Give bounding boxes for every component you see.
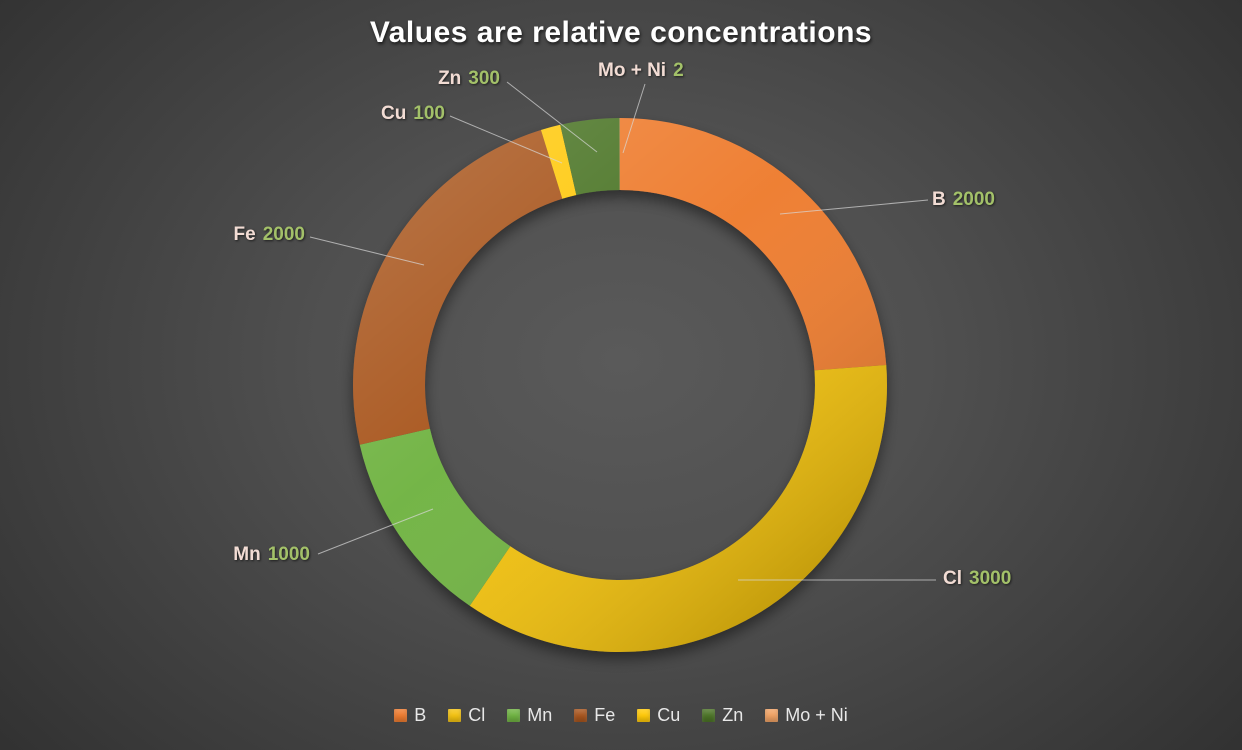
donut-slice-cl[interactable]: [469, 364, 888, 653]
data-label-value: 3000: [969, 568, 1012, 589]
data-label-cu: Cu 100: [381, 103, 445, 125]
data-label-value: 1000: [267, 544, 310, 565]
data-label-b: B 2000: [932, 189, 995, 211]
data-label-category: Fe: [233, 224, 256, 245]
data-label-category: Mo + Ni: [598, 60, 667, 81]
legend-swatch: [507, 709, 521, 722]
data-label-category: Cu: [380, 103, 407, 124]
leader-line-mo-ni: [622, 83, 646, 154]
legend-label: Mn: [527, 705, 553, 725]
leader-line-fe: [309, 236, 425, 266]
legend-item-cl[interactable]: Cl: [448, 705, 485, 726]
legend-item-zn[interactable]: Zn: [702, 705, 743, 726]
data-label-category: Cl: [943, 568, 962, 589]
legend-swatch: [637, 709, 651, 722]
leader-line-cu: [449, 115, 563, 164]
legend-item-mn[interactable]: Mn: [507, 705, 552, 726]
leader-line-zn: [506, 81, 598, 153]
donut-slices: [353, 117, 888, 653]
data-label-mn: Mn 1000: [233, 544, 310, 566]
legend-swatch: [394, 709, 408, 722]
chart-title: Values are relative concentrations: [369, 16, 873, 49]
legend-label: Mo + Ni: [785, 705, 848, 725]
legend-swatch: [574, 709, 588, 722]
data-label-zn: Zn 300: [438, 68, 500, 90]
legend-item-mo-ni[interactable]: Mo + Ni: [765, 705, 848, 726]
data-label-value: 100: [413, 103, 445, 124]
legend-item-b[interactable]: B: [394, 705, 426, 726]
legend-item-fe[interactable]: Fe: [574, 705, 615, 726]
legend-swatch: [702, 709, 716, 722]
legend-item-cu[interactable]: Cu: [637, 705, 680, 726]
data-label-fe: Fe 2000: [234, 224, 305, 246]
legend-label: B: [414, 705, 427, 725]
legend-label: Zn: [722, 705, 744, 725]
leader-line-mn: [317, 508, 434, 555]
data-label-category: B: [932, 189, 946, 210]
legend: B Cl Mn Fe Cu Zn Mo + Ni: [0, 705, 1242, 726]
data-label-value: 2000: [262, 224, 305, 245]
data-label-value: 300: [468, 68, 500, 89]
donut-slice-b[interactable]: [620, 117, 887, 371]
leader-lines: [309, 81, 936, 581]
leader-line-b: [779, 199, 929, 215]
data-label-category: Zn: [438, 68, 462, 89]
data-label-cl: Cl 3000: [943, 568, 1011, 590]
data-label-category: Mn: [233, 544, 261, 565]
data-label-value: 2: [673, 60, 684, 81]
legend-swatch: [765, 709, 779, 722]
legend-label: Fe: [594, 705, 616, 725]
legend-swatch: [448, 709, 462, 722]
legend-label: Cl: [468, 705, 486, 725]
data-label-value: 2000: [952, 189, 996, 210]
data-label-mo-ni: Mo + Ni 2: [598, 60, 684, 82]
donut-slice-mn[interactable]: [359, 428, 511, 606]
donut-slice-fe[interactable]: [353, 129, 563, 445]
legend-label: Cu: [657, 705, 681, 725]
